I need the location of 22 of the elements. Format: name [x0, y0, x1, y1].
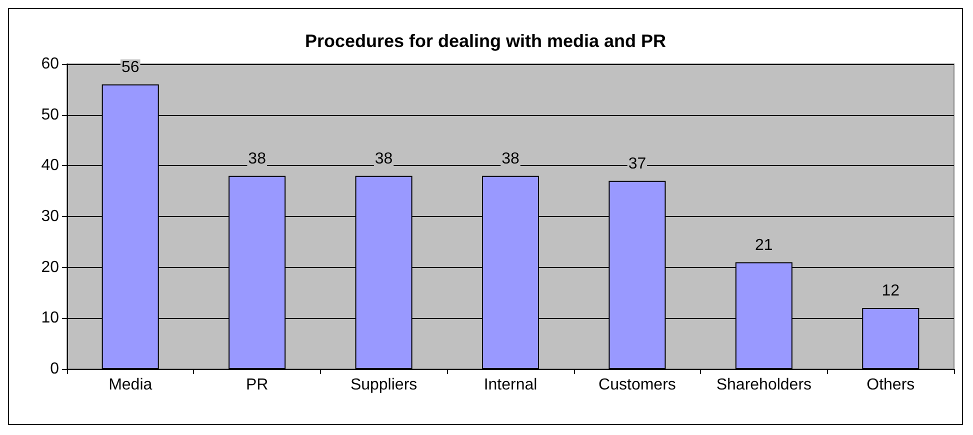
data-label: 21 [755, 236, 773, 254]
x-tick-label: Shareholders [716, 376, 812, 394]
y-tick-label: 50 [41, 106, 60, 124]
chart-title: Procedures for dealing with media and PR [304, 31, 666, 51]
x-tick-label: Customers [598, 376, 676, 394]
y-tick-label: 20 [41, 258, 60, 276]
x-tick-label: Internal [484, 376, 538, 394]
y-tick-label: 0 [50, 360, 60, 378]
x-tick-label: Others [866, 376, 915, 394]
x-tick-label: Suppliers [350, 376, 418, 394]
data-label: 38 [248, 150, 266, 168]
data-label: 37 [628, 155, 646, 172]
data-label: 56 [121, 58, 140, 76]
y-tick-label: 10 [41, 310, 60, 327]
y-tick-label: 30 [41, 208, 60, 225]
x-tick-label: Media [108, 376, 152, 394]
data-label: 38 [502, 150, 520, 168]
y-tick-label: 40 [41, 157, 60, 174]
data-label: 38 [374, 150, 393, 168]
data-label: 12 [882, 282, 900, 300]
y-tick-label: 60 [41, 56, 60, 72]
x-tick-label: PR [246, 376, 268, 394]
